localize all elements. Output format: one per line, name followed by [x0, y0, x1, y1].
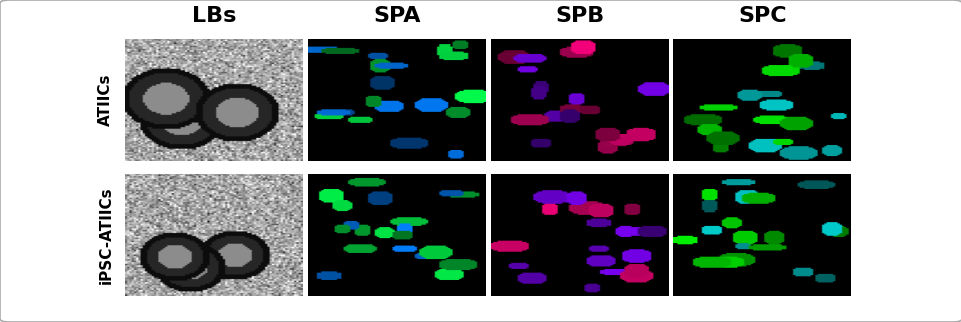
- Text: iPSC-ATIICs: iPSC-ATIICs: [98, 186, 113, 284]
- Text: LBs: LBs: [191, 6, 236, 26]
- Text: SPA: SPA: [373, 6, 420, 26]
- Text: SPB: SPB: [554, 6, 604, 26]
- Text: SPC: SPC: [737, 6, 786, 26]
- Text: ATIICs: ATIICs: [98, 73, 113, 126]
